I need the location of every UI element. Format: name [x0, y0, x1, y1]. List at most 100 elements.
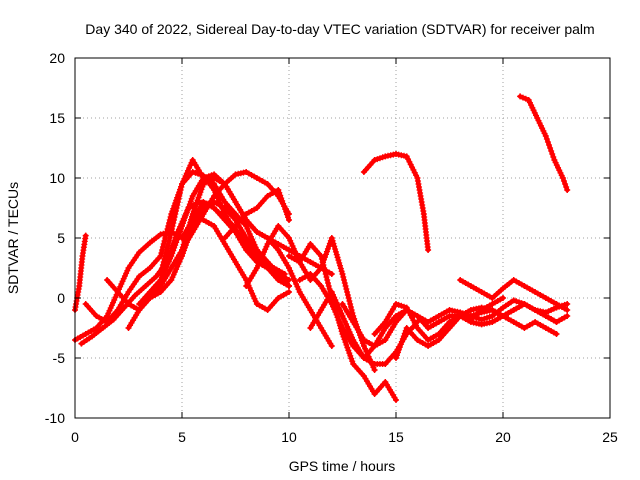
- data-point: [257, 257, 264, 263]
- data-point: [243, 223, 250, 229]
- data-point: [394, 349, 401, 356]
- data-point: [283, 208, 290, 215]
- data-point: [187, 198, 194, 205]
- data-point: [175, 261, 182, 267]
- data-point: [328, 235, 335, 241]
- data-point: [175, 196, 182, 202]
- data-point: [322, 251, 329, 258]
- data-point: [550, 154, 557, 160]
- data-point: [164, 244, 171, 250]
- data-point: [279, 197, 286, 204]
- data-point: [342, 283, 349, 289]
- x-tick-label: 0: [71, 429, 79, 445]
- x-axis-label: GPS time / hours: [289, 458, 396, 474]
- data-point: [282, 206, 289, 213]
- x-tick-label: 20: [495, 429, 511, 445]
- data-point: [194, 197, 201, 204]
- data-point: [341, 280, 348, 286]
- data-point: [168, 229, 175, 235]
- data-point: [157, 271, 164, 277]
- data-point: [345, 326, 352, 333]
- data-point: [338, 268, 345, 275]
- data-point: [163, 247, 170, 253]
- data-point: [362, 345, 369, 352]
- data-point: [374, 156, 381, 163]
- x-tick-label: 5: [178, 429, 186, 445]
- data-point: [179, 253, 185, 259]
- data-point: [397, 341, 404, 348]
- data-point: [553, 331, 560, 337]
- data-point: [171, 244, 178, 251]
- data-point: [547, 145, 554, 151]
- data-point: [398, 302, 405, 309]
- data-point: [329, 303, 336, 310]
- data-point: [342, 339, 349, 346]
- data-point: [185, 203, 192, 210]
- data-point: [333, 311, 340, 318]
- data-point: [160, 259, 167, 265]
- data-point: [332, 297, 339, 303]
- data-point: [250, 239, 257, 245]
- y-tick-label: 15: [49, 110, 65, 126]
- series-arc-16: [339, 301, 560, 349]
- data-point: [170, 247, 177, 254]
- data-point: [339, 271, 346, 277]
- data-point: [281, 203, 288, 210]
- data-point: [344, 292, 351, 298]
- data-point: [371, 367, 378, 373]
- data-point: [169, 223, 176, 229]
- data-point: [112, 294, 119, 301]
- data-point: [110, 299, 117, 306]
- data-point: [407, 161, 414, 168]
- data-point: [321, 265, 328, 271]
- data-point: [173, 239, 180, 246]
- data-point: [333, 299, 340, 306]
- data-point: [330, 240, 337, 247]
- data-point: [258, 254, 265, 261]
- data-point: [179, 181, 185, 187]
- data-point: [393, 355, 399, 361]
- data-point: [324, 277, 331, 283]
- y-tick-label: -5: [53, 350, 66, 366]
- data-point: [182, 212, 189, 219]
- data-point: [371, 157, 378, 163]
- data-point: [329, 291, 336, 298]
- data-point: [182, 173, 189, 179]
- data-point: [259, 251, 266, 258]
- data-point: [108, 302, 115, 309]
- data-point: [320, 262, 327, 268]
- data-point: [328, 271, 335, 277]
- data-point: [196, 191, 203, 198]
- data-point: [172, 211, 179, 217]
- data-point: [179, 223, 185, 229]
- data-point: [166, 235, 173, 241]
- x-tick-label: 15: [388, 429, 404, 445]
- data-point: [174, 263, 181, 270]
- data-point: [172, 208, 179, 214]
- data-point: [340, 274, 347, 280]
- data-point: [323, 274, 330, 280]
- data-point: [255, 262, 262, 269]
- data-point: [188, 213, 195, 220]
- data-point: [332, 309, 339, 315]
- data-point: [553, 304, 560, 311]
- data-point: [376, 155, 383, 162]
- data-point: [564, 307, 571, 313]
- data-point: [328, 301, 335, 307]
- data-point: [323, 248, 330, 255]
- axis-ticks: 0 5 10 15 20 25 -10 -5 0 5 10 15 20: [45, 50, 618, 445]
- data-point: [542, 309, 549, 316]
- data-point: [559, 175, 566, 181]
- data-point: [345, 347, 352, 354]
- data-point: [341, 336, 348, 343]
- data-point: [174, 202, 181, 208]
- data-point: [175, 233, 182, 240]
- data-point: [318, 253, 325, 259]
- data-point: [564, 301, 571, 307]
- data-point: [470, 313, 477, 320]
- data-point: [170, 217, 177, 223]
- data-point: [123, 270, 130, 277]
- data-point: [556, 303, 563, 310]
- data-point: [395, 346, 402, 353]
- data-point: [336, 259, 343, 266]
